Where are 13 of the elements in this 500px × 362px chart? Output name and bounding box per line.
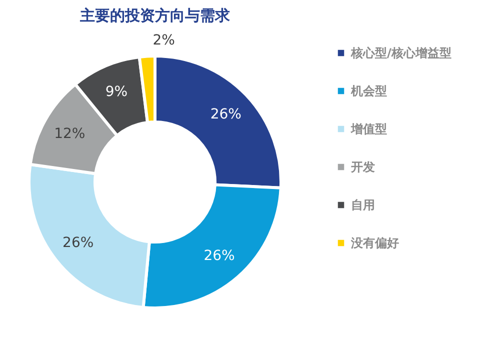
data-label: 2% [152, 32, 175, 48]
legend-label: 开发 [350, 160, 375, 174]
legend-label: 没有偏好 [350, 236, 399, 250]
legend-label: 核心型/核心增益型 [350, 46, 452, 60]
data-label: 26% [210, 106, 242, 122]
legend-label: 增值型 [350, 122, 387, 136]
data-label: 9% [105, 84, 128, 100]
legend-label: 机会型 [350, 84, 387, 98]
data-label: 12% [54, 126, 86, 142]
chart-title: 主要的投资方向与需求 [79, 6, 231, 24]
legend-label: 自用 [351, 198, 375, 212]
data-label: 26% [204, 248, 235, 264]
data-label: 26% [62, 234, 94, 251]
